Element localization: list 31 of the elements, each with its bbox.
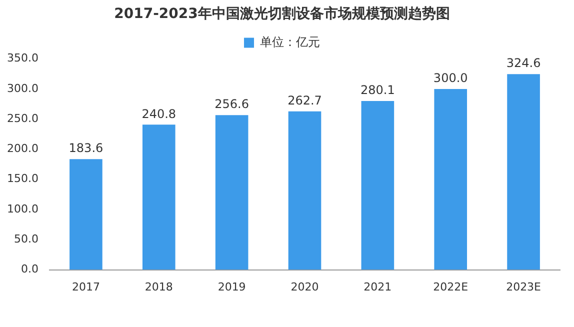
- x-tick-label: 2017: [72, 280, 100, 294]
- y-tick-label: 0.0: [20, 262, 38, 276]
- data-label: 240.8: [142, 106, 176, 121]
- y-tick-label: 350.0: [6, 52, 38, 65]
- y-tick-label: 50.0: [14, 232, 38, 246]
- bar: [142, 124, 176, 270]
- data-label: 183.6: [68, 141, 104, 156]
- data-label: 256.6: [214, 97, 249, 112]
- bar: [288, 111, 322, 270]
- x-tick-label: 2023E: [506, 280, 542, 294]
- y-tick-label: 150.0: [6, 172, 38, 186]
- x-tick-label: 2022E: [433, 280, 468, 294]
- y-tick-label: 100.0: [6, 202, 38, 216]
- data-label: 324.6: [506, 56, 541, 70]
- x-tick-label: 2018: [144, 280, 173, 294]
- bar: [434, 88, 468, 270]
- bar: [70, 159, 102, 270]
- data-label: 300.0: [433, 71, 468, 86]
- x-tick-label: 2020: [290, 280, 319, 294]
- bar: [361, 100, 394, 270]
- x-tick-label: 2019: [218, 280, 246, 294]
- legend-label: 单位：亿元: [260, 34, 320, 49]
- data-label: 262.7: [288, 94, 322, 108]
- x-tick-label: 2021: [364, 280, 392, 294]
- y-tick-label: 300.0: [6, 82, 38, 95]
- y-tick-label: 250.0: [6, 112, 38, 125]
- y-tick-label: 200.0: [6, 142, 38, 156]
- bar: [215, 115, 248, 270]
- chart-title: 2017-2023年中国激光切割设备市场规模预测趋势图: [114, 5, 450, 22]
- bar: [507, 74, 540, 270]
- data-label: 280.1: [360, 83, 395, 98]
